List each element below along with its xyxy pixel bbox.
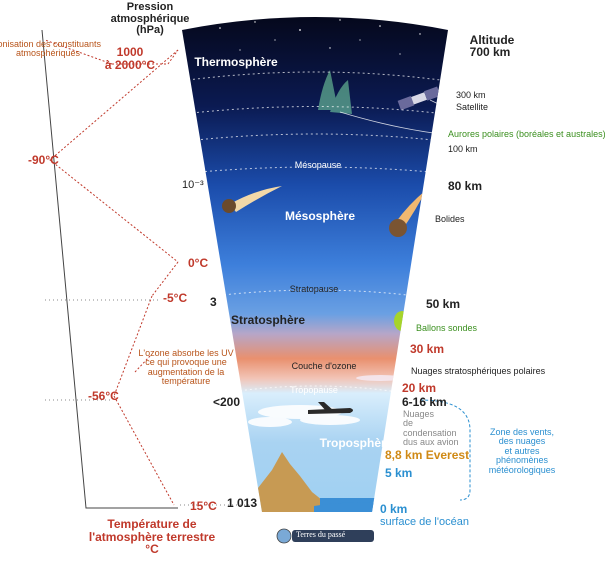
boundary-tropopause: Tropopause xyxy=(290,385,338,395)
pressure-header: Pression atmosphérique (hPa) xyxy=(110,1,190,37)
altitude-80: 80 km xyxy=(448,179,483,193)
bolide-icon xyxy=(222,186,282,213)
altitude-50: 50 km xyxy=(426,297,461,311)
contrails-line: de xyxy=(403,418,414,429)
logo-text: Terres du passé xyxy=(296,530,346,539)
pressure-tropopause: <200 xyxy=(213,395,241,409)
temperature-title-line: l'atmosphère terrestre xyxy=(88,529,216,544)
pressure-header-line: Pression xyxy=(126,1,174,13)
wind-zone-line: des nuages xyxy=(498,436,546,447)
wind-zone-line: phénomènes xyxy=(495,455,549,466)
balloons-label: Ballons sondes xyxy=(416,323,478,333)
temperature-title-line: °C xyxy=(145,542,159,557)
pressure-80km: 10⁻³ xyxy=(182,179,204,191)
contrails-line: dus aux avion xyxy=(403,437,459,448)
bolides-label: Bolides xyxy=(435,214,465,224)
funnel-contents xyxy=(219,19,441,512)
wind-zone-line: et autres xyxy=(504,445,540,456)
temp-thermosphere: 1000 à 2000°C xyxy=(105,46,155,71)
layer-thermosphere: Thermosphère xyxy=(194,55,278,69)
aurora xyxy=(318,70,352,114)
layer-stratosphere: Stratosphère xyxy=(230,313,306,327)
temp-stratosphere: -5°C xyxy=(163,291,188,305)
satellite-label: Satellite xyxy=(456,102,489,112)
boundary-mesopause: Mésopause xyxy=(294,160,342,170)
wind-zone-line: météorologiques xyxy=(488,464,556,475)
stars xyxy=(219,19,421,55)
ozone-note: L'ozone absorbe les UV ce qui provoque u… xyxy=(138,348,234,387)
boundary-stratopause: Stratopause xyxy=(289,284,339,294)
pressure-header-line: (hPa) xyxy=(136,24,164,37)
pressure-50km: 3 xyxy=(210,295,217,309)
temp-line: à 2000°C xyxy=(104,57,156,72)
wind-zone-label: Zone des vents, des nuages et autres phé… xyxy=(488,427,556,475)
temp-surface: 15°C xyxy=(190,499,217,513)
altitude-everest: 8,8 km Everest xyxy=(385,448,470,462)
altitude-100: 100 km xyxy=(448,144,478,154)
ozone-note-line: L'ozone absorbe les UV xyxy=(138,348,234,358)
temp-line: 1000 xyxy=(116,45,144,59)
ionisation-note-line: atmosphériques xyxy=(15,48,81,59)
ozone-note-line: température xyxy=(161,376,211,387)
polar-cloud xyxy=(356,375,404,381)
wind-zone-line: Zone des vents, xyxy=(489,427,555,437)
ozone-note-line: augmentation de la xyxy=(147,366,225,377)
atmosphere-funnel xyxy=(182,17,448,512)
ocean-surface-label: surface de l'océan xyxy=(380,516,469,528)
mountain-everest xyxy=(240,452,340,512)
altitude-30: 30 km xyxy=(410,342,445,356)
temperature-title: Température de l'atmosphère terrestre °C xyxy=(89,518,215,556)
altitude-6-16: 6-16 km xyxy=(402,395,447,409)
temperature-title-line: Température de xyxy=(107,517,197,531)
pressure-header-line: atmosphérique xyxy=(110,12,190,25)
altitude-header: Altitude xyxy=(469,33,515,47)
pressure-surface: 1 013 xyxy=(227,496,258,510)
altitude-0: 0 km xyxy=(380,502,408,516)
temperature-axis xyxy=(41,29,178,509)
layer-troposphere: Troposphère xyxy=(319,436,393,450)
logo xyxy=(276,528,374,544)
altitude-5: 5 km xyxy=(385,466,413,480)
ionisation-note: Ionisation des constituants atmosphériqu… xyxy=(0,39,102,59)
ionisation-note-line: Ionisation des constituants xyxy=(0,39,102,49)
wind-zone-bracket xyxy=(419,399,471,501)
layer-mesosphere: Mésosphère xyxy=(284,209,356,223)
temperature-curve xyxy=(44,39,179,506)
layer-ozone: Couche d'ozone xyxy=(291,361,357,371)
satellite-icon xyxy=(397,86,441,111)
bolide-icon xyxy=(389,190,426,237)
altitude-300: 300 km xyxy=(456,90,486,100)
altitude-20: 20 km xyxy=(402,381,437,395)
aurora-label: Aurores polaires (boréales et australes) xyxy=(448,129,605,139)
airplane-icon xyxy=(308,402,353,414)
contrails-label: Nuages de condensation dus aux avion xyxy=(403,409,459,448)
altitude-700: 700 km xyxy=(469,45,511,59)
contrails-line: Nuages xyxy=(403,409,435,419)
clouds xyxy=(248,405,360,427)
temp-tropopause: -56°C xyxy=(88,389,119,403)
temp-stratopause: 0°C xyxy=(188,256,209,270)
polar-clouds-label: Nuages stratosphériques polaires xyxy=(411,366,546,376)
contrails-line: condensation xyxy=(403,427,457,438)
temp-mesopause: -90°C xyxy=(28,153,59,167)
ozone-note-line: ce qui provoque une xyxy=(145,357,227,368)
